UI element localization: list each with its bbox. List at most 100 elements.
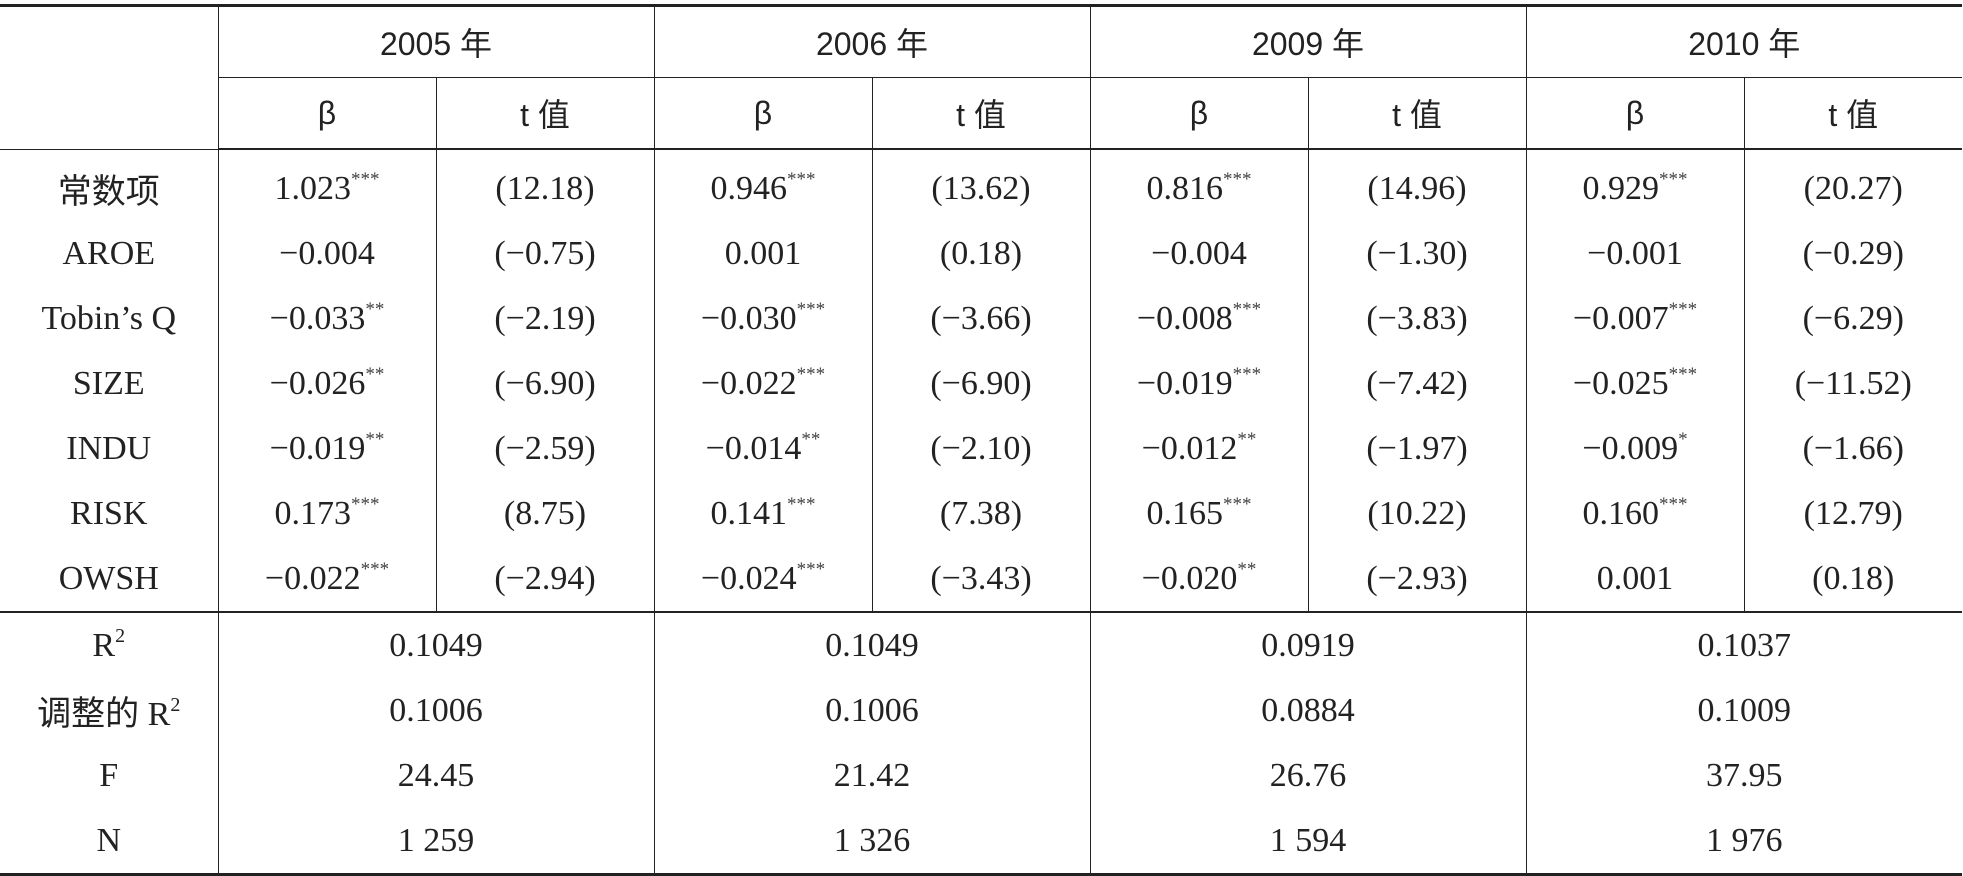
beta-cell: 0.001 [653, 221, 872, 286]
significance-stars: *** [1668, 363, 1698, 385]
year-header: 2005 年 [217, 4, 654, 78]
t-value-cell: (−0.75) [435, 221, 654, 286]
row-label: OWSH [0, 546, 218, 613]
significance-stars: *** [787, 168, 816, 190]
stat-value: 24.45 [217, 743, 654, 808]
significance-stars: ** [365, 298, 385, 320]
beta-cell: 0.929*** [1525, 149, 1744, 221]
significance-stars: ** [801, 428, 821, 450]
beta-value: −0.022 [700, 364, 797, 402]
beta-cell: −0.030*** [653, 286, 872, 351]
significance-stars: * [1678, 428, 1688, 450]
significance-stars: ** [365, 363, 385, 385]
beta-value: −0.019 [269, 429, 366, 467]
stat-label-text: N [96, 821, 122, 859]
beta-cell: −0.025*** [1525, 351, 1744, 416]
beta-cell: −0.014** [653, 416, 872, 481]
beta-header: β [1089, 77, 1308, 150]
t-value-cell: (−2.19) [435, 286, 654, 351]
row-label: Tobin’s Q [41, 299, 177, 337]
beta-value: −0.001 [1587, 234, 1683, 272]
superscript: 2 [115, 624, 126, 647]
t-header: t 值 [435, 77, 654, 150]
beta-cell: 1.023*** [217, 149, 436, 221]
table-row: INDU −0.019** (−2.59) −0.014** (−2.10) −0.012… [0, 416, 1962, 481]
table-row: RISK 0.173*** (8.75) 0.141*** (7.38) 0.165***… [0, 481, 1962, 546]
stat-value: 0.1049 [217, 612, 654, 678]
significance-stars: *** [796, 363, 826, 385]
superscript: 2 [170, 694, 181, 716]
beta-value: −0.004 [279, 234, 375, 272]
t-header: t 值 [871, 77, 1090, 150]
stat-label-text: F [99, 756, 119, 794]
beta-value: −0.030 [700, 299, 797, 337]
beta-cell: 0.160*** [1525, 481, 1744, 546]
significance-stars: *** [796, 558, 826, 580]
t-value-cell: (−3.83) [1307, 286, 1526, 351]
regression-table: 2005 年 2006 年 2009 年 2010 年 β t 值 β t 值 … [0, 4, 1962, 876]
beta-cell: −0.009* [1525, 416, 1744, 481]
year-header: 2006 年 [653, 4, 1090, 78]
significance-stars: *** [360, 558, 390, 580]
t-value-cell: (−6.29) [1743, 286, 1962, 351]
stat-value: 26.76 [1089, 743, 1526, 808]
significance-stars: *** [1223, 168, 1252, 190]
stat-label: N [0, 808, 218, 876]
significance-stars: ** [365, 428, 385, 450]
t-value-cell: (20.27) [1743, 149, 1962, 221]
beta-header: β [653, 77, 872, 150]
significance-stars: *** [1232, 363, 1262, 385]
table-row: 常数项 1.023*** (12.18) 0.946*** (13.62) 0.816**… [0, 149, 1962, 221]
stat-value: 1 976 [1525, 808, 1962, 876]
beta-value: 0.160 [1582, 494, 1660, 532]
beta-cell: −0.001 [1525, 221, 1744, 286]
stat-value: 1 259 [217, 808, 654, 876]
row-label: RISK [70, 494, 148, 532]
year-header-row: 2005 年 2006 年 2009 年 2010 年 [0, 4, 1962, 150]
significance-stars: *** [351, 493, 380, 515]
beta-value: 0.946 [710, 169, 788, 207]
beta-value: 0.929 [1582, 169, 1660, 207]
stat-value: 0.1009 [1525, 678, 1962, 743]
stat-value: 21.42 [653, 743, 1090, 808]
stat-value: 37.95 [1525, 743, 1962, 808]
row-label: 常数项 [57, 171, 160, 212]
stat-row: 调整的 R2 0.1006 0.1006 0.0884 0.1009 [0, 678, 1962, 743]
t-value-cell: (−1.66) [1743, 416, 1962, 481]
stat-value: 0.1006 [217, 678, 654, 743]
row-label: AROE [62, 234, 156, 272]
sub-header-row: β t 值 β t 值 β t 值 β t 值 [0, 77, 1962, 150]
t-value-cell: (−6.90) [871, 351, 1090, 416]
statistic-rows: R2 0.1049 0.1049 0.0919 0.1037 调整的 R2 0.1006 0.… [0, 612, 1962, 876]
t-value-cell: (−3.43) [871, 546, 1090, 613]
beta-header: β [1525, 77, 1744, 150]
t-value-cell: (12.18) [435, 149, 654, 221]
stat-value: 1 594 [1089, 808, 1526, 876]
variable-rows: 常数项 1.023*** (12.18) 0.946*** (13.62) 0.816**… [0, 149, 1962, 613]
t-value-cell: (−6.90) [435, 351, 654, 416]
significance-stars: *** [1232, 298, 1262, 320]
beta-cell: −0.024*** [653, 546, 872, 613]
beta-cell: 0.165*** [1089, 481, 1308, 546]
beta-cell: −0.022*** [653, 351, 872, 416]
beta-cell: −0.004 [1089, 221, 1308, 286]
beta-value: 0.816 [1146, 169, 1224, 207]
beta-cell: 0.946*** [653, 149, 872, 221]
stat-row: R2 0.1049 0.1049 0.0919 0.1037 [0, 612, 1962, 678]
significance-stars: *** [1659, 168, 1688, 190]
table-row: AROE −0.004 (−0.75) 0.001 (0.18) −0.004 (−1.30… [0, 221, 1962, 286]
stat-value: 0.0919 [1089, 612, 1526, 678]
beta-value: −0.009 [1582, 429, 1679, 467]
stat-value: 0.0884 [1089, 678, 1526, 743]
t-value-cell: (12.79) [1743, 481, 1962, 546]
table-row: SIZE −0.026** (−6.90) −0.022*** (−6.90) −0.01… [0, 351, 1962, 416]
beta-value: −0.012 [1141, 429, 1238, 467]
beta-value: −0.025 [1572, 364, 1669, 402]
beta-value: −0.033 [269, 299, 366, 337]
t-value-cell: (−1.97) [1307, 416, 1526, 481]
beta-cell: −0.033** [217, 286, 436, 351]
row-label: INDU [66, 429, 152, 467]
beta-cell: 0.173*** [217, 481, 436, 546]
beta-value: 0.141 [710, 494, 788, 532]
